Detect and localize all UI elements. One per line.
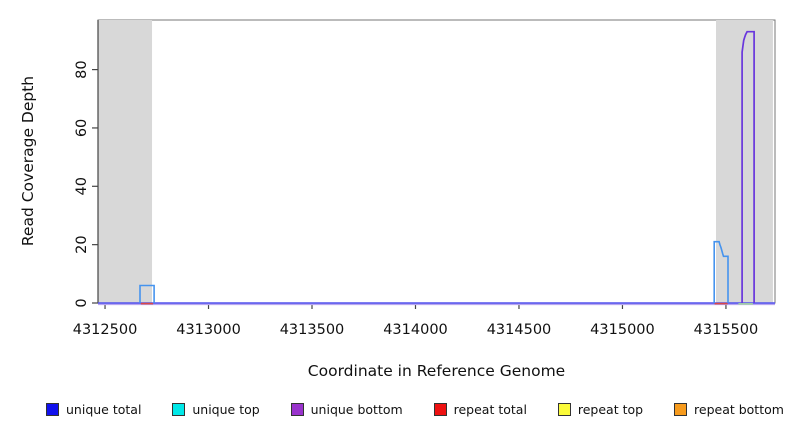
legend-item-repeat-top: repeat top	[557, 401, 644, 417]
x-tick-label: 4313500	[280, 322, 345, 338]
legend-item-unique-top: unique top	[172, 401, 260, 417]
x-tick-label: 4314500	[487, 322, 552, 338]
y-tick-label: 0	[74, 298, 90, 307]
x-axis-title: Coordinate in Reference Genome	[307, 362, 566, 380]
x-tick-label: 4313000	[176, 322, 241, 338]
y-tick-label: 80	[74, 60, 90, 78]
x-tick-label: 4314000	[383, 322, 448, 338]
legend-label: repeat total	[453, 401, 527, 417]
plot-box	[97, 19, 776, 304]
legend-swatch-icon	[46, 402, 59, 416]
x-tick-label: 4315000	[590, 322, 655, 338]
legend-label: unique total	[66, 401, 142, 417]
legend-swatch-icon	[290, 402, 304, 416]
legend-item-unique-bottom: unique bottom	[290, 401, 403, 417]
series-unique-top-peak-1	[139, 284, 155, 303]
x-tick-label: 4312500	[73, 322, 138, 338]
shaded-region	[716, 20, 773, 303]
legend-swatch-icon	[172, 402, 186, 416]
series-unique-bottom-peak	[741, 30, 755, 303]
legend-item-repeat-bottom: repeat bottom	[674, 402, 784, 417]
series-unique-top-peak-2	[713, 240, 729, 303]
y-tick-label: 40	[74, 177, 90, 195]
legend-label: repeat bottom	[694, 401, 784, 417]
x-tick-label: 4315500	[694, 322, 759, 338]
legend-label: repeat top	[577, 401, 644, 417]
legend: unique total unique top unique bottom repea…	[46, 399, 784, 419]
legend-item-unique-total: unique total	[46, 402, 141, 417]
legend-label: unique top	[192, 401, 260, 417]
y-tick-label: 60	[74, 119, 90, 137]
legend-swatch-icon	[433, 402, 447, 416]
legend-swatch-icon	[557, 402, 571, 416]
legend-label: unique bottom	[310, 401, 403, 417]
shaded-region	[98, 20, 153, 303]
legend-item-repeat-total: repeat total	[433, 401, 527, 417]
y-axis-title: Read Coverage Depth	[19, 75, 37, 247]
legend-swatch-icon	[674, 402, 688, 416]
y-tick-label: 20	[74, 235, 90, 253]
